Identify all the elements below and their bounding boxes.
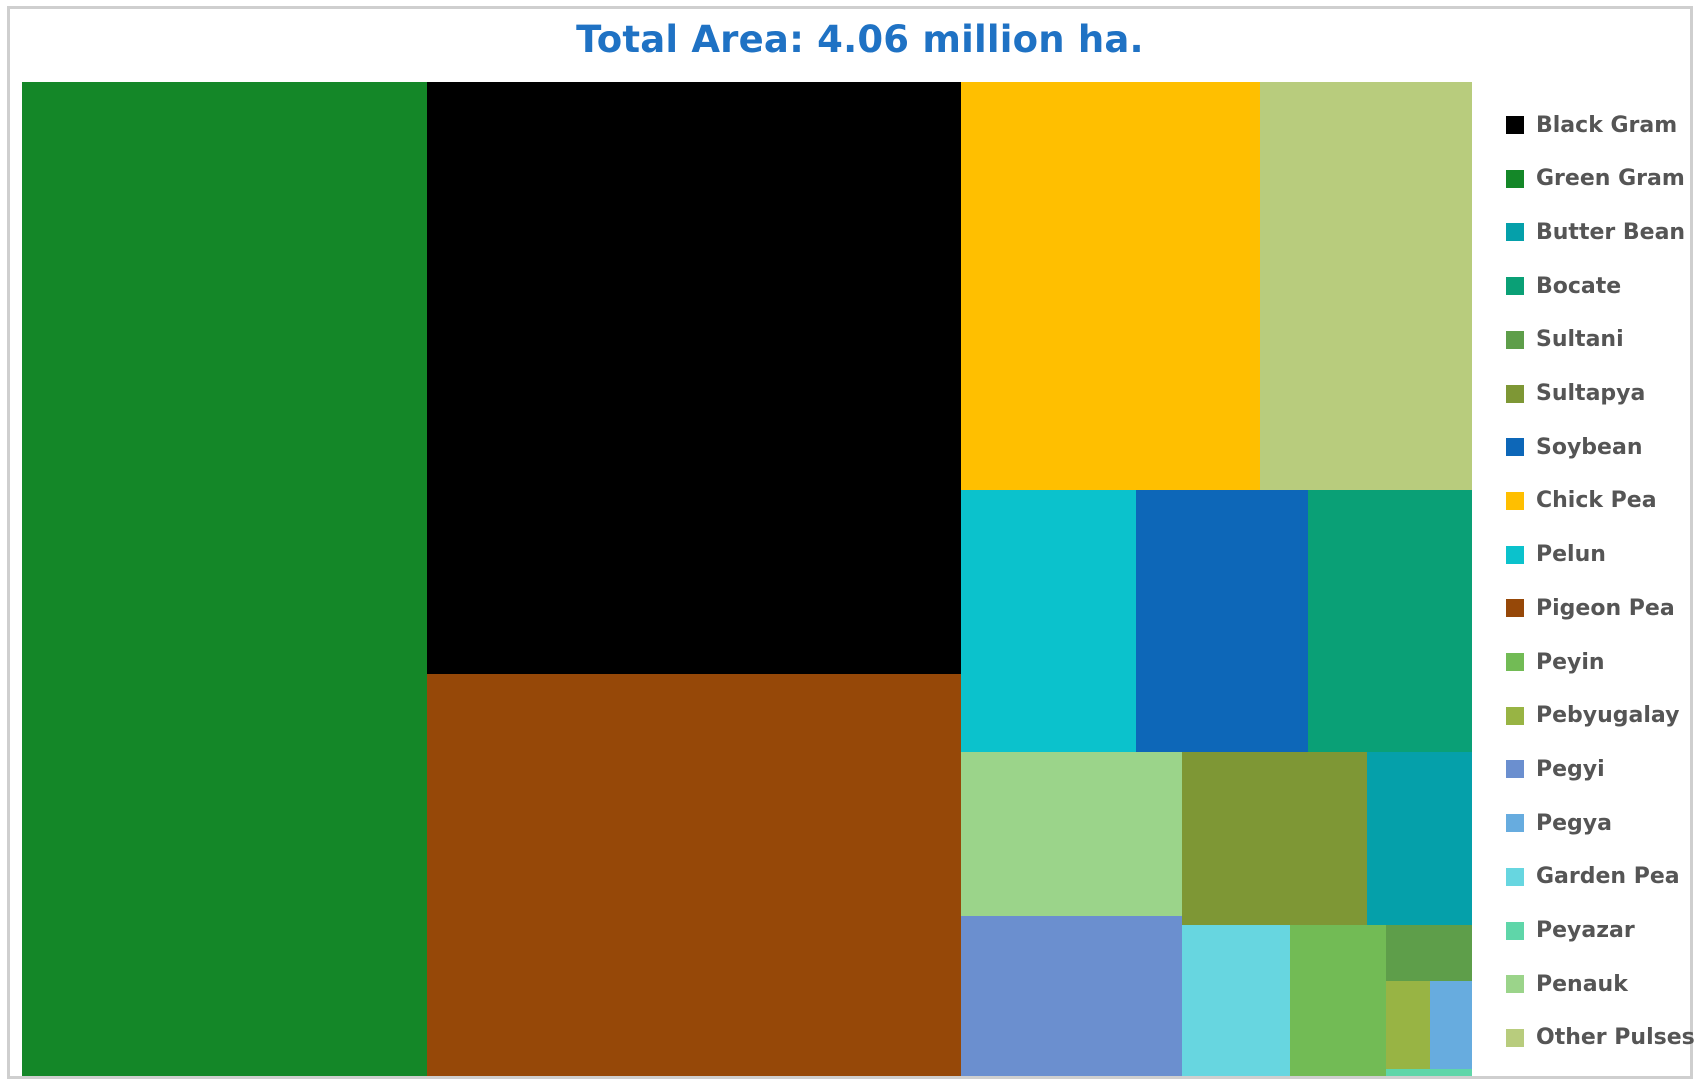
tile-chick-pea bbox=[961, 82, 1260, 490]
legend-swatch bbox=[1506, 599, 1524, 618]
legend-item: Garden Pea bbox=[1506, 862, 1680, 892]
legend-item: Butter Bean bbox=[1506, 217, 1685, 247]
legend-swatch bbox=[1506, 814, 1524, 833]
legend-item: Pelun bbox=[1506, 540, 1606, 570]
legend-item: Pegyi bbox=[1506, 754, 1605, 784]
legend-label: Garden Pea bbox=[1536, 864, 1680, 890]
legend-item: Soybean bbox=[1506, 432, 1642, 462]
tile-pebyugalay bbox=[1386, 981, 1430, 1069]
legend-item: Bocate bbox=[1506, 271, 1621, 301]
legend-swatch bbox=[1506, 653, 1524, 671]
legend-swatch bbox=[1506, 1028, 1524, 1047]
tile-pigeon-pea bbox=[427, 674, 961, 1076]
legend-label: Peyazar bbox=[1536, 918, 1635, 943]
legend-swatch bbox=[1506, 223, 1524, 242]
chart-title: Total Area: 4.06 million ha. bbox=[576, 18, 1144, 61]
legend-swatch bbox=[1506, 277, 1524, 296]
tile-green-gram bbox=[22, 82, 427, 1076]
legend-label: Black Gram bbox=[1536, 112, 1678, 138]
legend-item: Black Gram bbox=[1506, 110, 1677, 140]
tile-penauk bbox=[961, 752, 1182, 916]
tile-soybean bbox=[1136, 490, 1308, 752]
legend-item: Green Gram bbox=[1506, 164, 1685, 194]
chart-frame bbox=[7, 6, 1693, 1079]
tile-sultani bbox=[1386, 925, 1472, 981]
legend-swatch bbox=[1506, 760, 1524, 779]
legend-item: Pigeon Pea bbox=[1506, 593, 1675, 623]
legend-item: Peyin bbox=[1506, 647, 1605, 677]
legend-item: Pegya bbox=[1506, 808, 1612, 838]
legend-label: Peyin bbox=[1536, 649, 1605, 675]
legend-item: Penauk bbox=[1506, 969, 1628, 999]
legend-label: Pebyugalay bbox=[1536, 703, 1680, 729]
tile-peyazar bbox=[1386, 1069, 1472, 1076]
legend-swatch bbox=[1506, 545, 1524, 564]
legend-swatch bbox=[1506, 921, 1524, 940]
tile-peyin bbox=[1290, 925, 1386, 1076]
legend-label: Sultani bbox=[1536, 327, 1624, 353]
legend-swatch bbox=[1506, 116, 1524, 134]
legend-label: Butter Bean bbox=[1536, 219, 1686, 245]
legend-swatch bbox=[1506, 330, 1524, 349]
tile-other-pulses bbox=[1260, 82, 1472, 490]
legend-label: Pegya bbox=[1536, 810, 1612, 836]
legend-label: Soybean bbox=[1536, 434, 1643, 460]
tile-black-gram bbox=[427, 82, 961, 674]
legend-label: Chick Pea bbox=[1536, 488, 1657, 514]
legend-swatch bbox=[1506, 169, 1524, 188]
legend-swatch bbox=[1506, 384, 1524, 403]
legend-item: Sultapya bbox=[1506, 379, 1645, 409]
legend-swatch bbox=[1506, 438, 1524, 457]
legend-label: Pigeon Pea bbox=[1536, 595, 1675, 621]
legend-label: Sultapya bbox=[1536, 381, 1646, 406]
legend-swatch bbox=[1506, 706, 1524, 725]
legend-item: Other Pulses bbox=[1506, 1023, 1695, 1053]
legend-label: Other Pulses bbox=[1536, 1025, 1695, 1051]
tile-sultapya bbox=[1182, 752, 1367, 925]
tile-garden-pea bbox=[1182, 925, 1290, 1076]
legend-swatch bbox=[1506, 975, 1524, 994]
treemap-plot-area bbox=[22, 82, 1472, 1076]
legend-item: Pebyugalay bbox=[1506, 701, 1679, 731]
legend-swatch bbox=[1506, 867, 1524, 886]
legend-swatch bbox=[1506, 491, 1524, 510]
legend-label: Pelun bbox=[1536, 542, 1606, 568]
legend-label: Pegyi bbox=[1536, 756, 1605, 782]
legend-label: Bocate bbox=[1536, 273, 1622, 299]
tile-pelun bbox=[961, 490, 1136, 752]
legend-item: Chick Pea bbox=[1506, 486, 1657, 516]
legend-item: Peyazar bbox=[1506, 916, 1635, 946]
legend-item: Sultani bbox=[1506, 325, 1624, 355]
tile-pegyi bbox=[961, 916, 1182, 1076]
tile-butter-bean bbox=[1367, 752, 1472, 925]
legend-label: Penauk bbox=[1536, 971, 1628, 997]
tile-bocate bbox=[1308, 490, 1472, 752]
legend-label: Green Gram bbox=[1536, 166, 1685, 192]
tile-pegya bbox=[1430, 981, 1472, 1069]
